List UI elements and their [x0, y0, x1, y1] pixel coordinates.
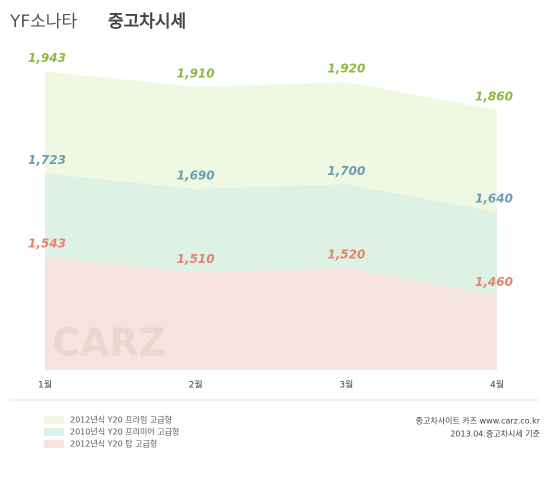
- legend-label: 2012년식 Y20 탑 고급형: [70, 439, 157, 449]
- x-tick-label: 4월: [490, 379, 504, 391]
- value-label: 1,943: [28, 51, 66, 65]
- source-note: 2013.04.중고차시세 기준: [450, 430, 540, 439]
- value-label: 1,700: [327, 164, 365, 178]
- source-note: 중고차사이트 카즈 www.carz.co.kr: [416, 416, 541, 426]
- value-label: 1,910: [177, 66, 215, 80]
- value-label: 1,460: [475, 275, 513, 289]
- value-label: 1,520: [327, 247, 365, 261]
- x-tick-label: 1월: [38, 379, 52, 391]
- value-label: 1,690: [177, 168, 215, 182]
- value-label: 1,860: [475, 90, 513, 104]
- legend-swatch: [44, 416, 64, 424]
- legend-label: 2010년식 Y20 프리미어 고급형: [70, 427, 179, 437]
- value-label: 1,640: [475, 192, 513, 206]
- x-tick-label: 2월: [189, 379, 203, 391]
- value-label: 1,723: [28, 153, 66, 167]
- value-label: 1,510: [177, 252, 215, 266]
- watermark: CARZ: [52, 321, 166, 365]
- legend-swatch: [44, 428, 64, 436]
- value-label: 1,543: [28, 237, 66, 251]
- value-label: 1,920: [327, 62, 365, 76]
- chart-title-bold: 중고차시세: [108, 12, 186, 32]
- legend-swatch: [44, 440, 64, 448]
- x-tick-label: 3월: [339, 379, 353, 391]
- chart-title: YF소나타: [9, 12, 77, 32]
- legend-label: 2012년식 Y20 프라임 고급형: [70, 415, 172, 425]
- area: [45, 257, 497, 370]
